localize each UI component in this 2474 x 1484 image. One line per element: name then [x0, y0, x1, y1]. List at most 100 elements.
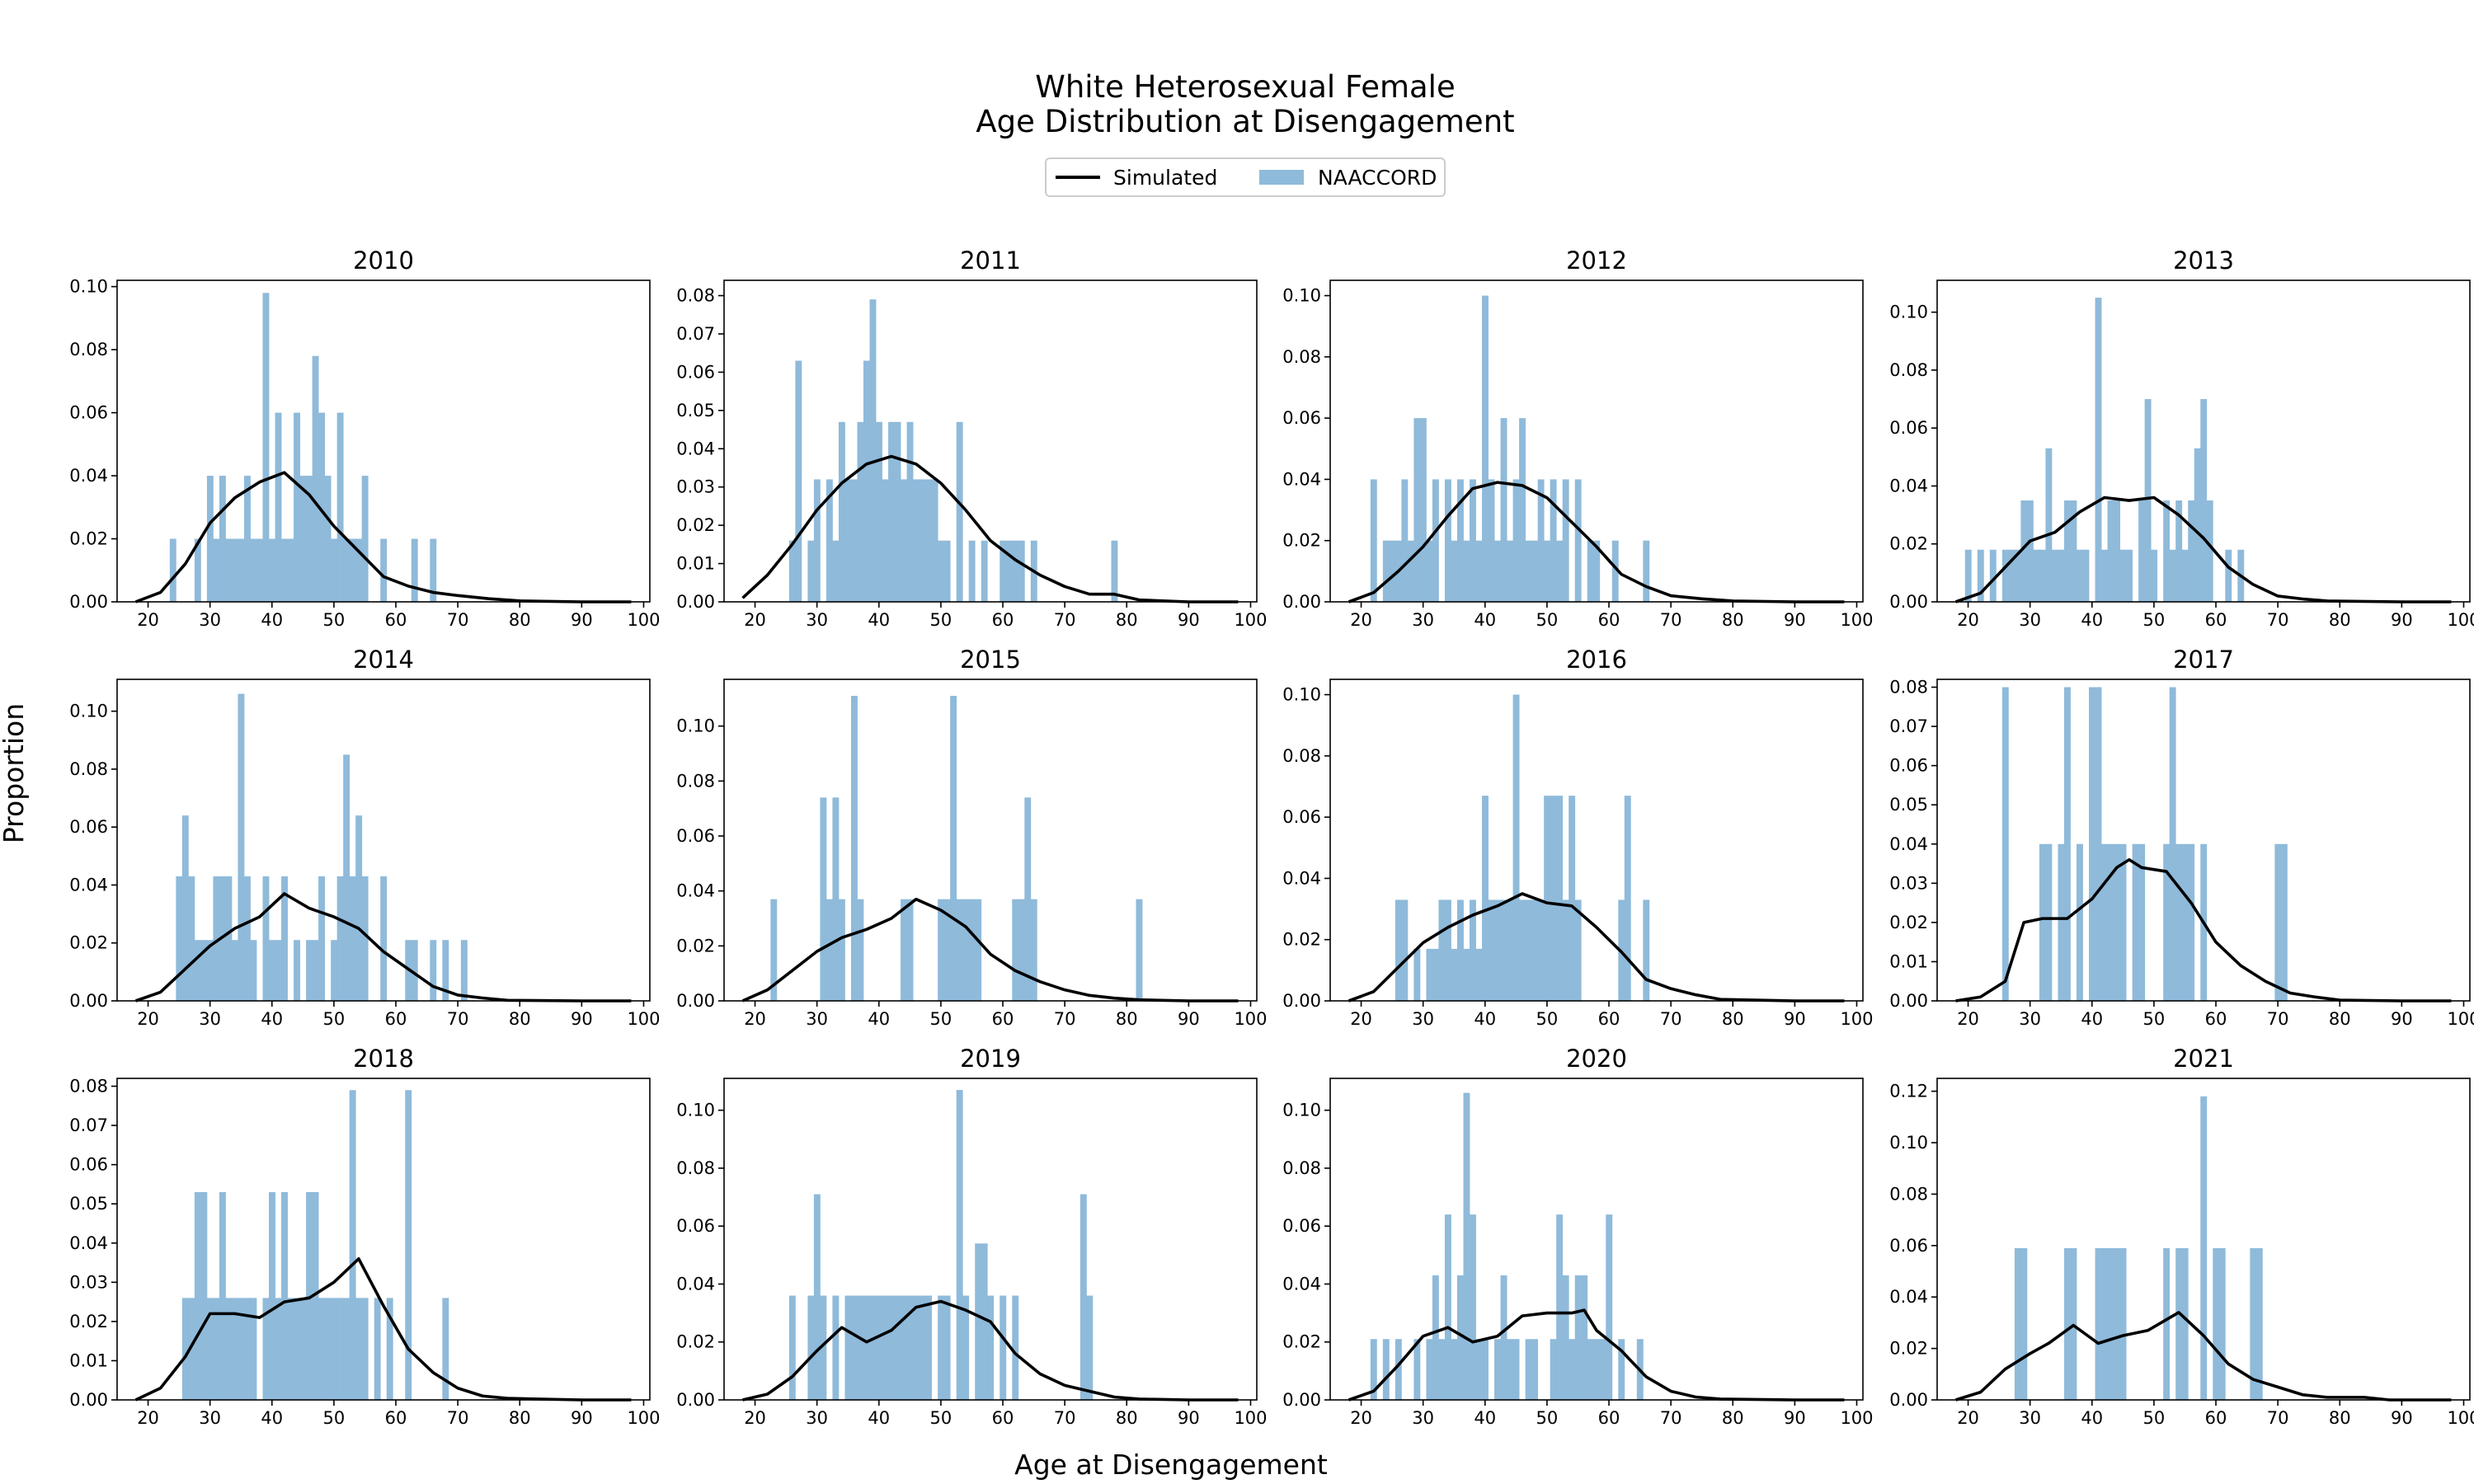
- naaccord-bar: [956, 899, 963, 1001]
- naaccord-bar: [2014, 1247, 2021, 1400]
- x-tick-label: 80: [1116, 1009, 1138, 1029]
- naaccord-bar: [901, 1295, 907, 1400]
- naaccord-bar: [1370, 479, 1377, 602]
- y-tick-label: 0.04: [676, 1274, 715, 1294]
- y-tick-label: 0.08: [676, 286, 715, 306]
- naaccord-bar: [2020, 1247, 2028, 1400]
- y-tick-label: 0.10: [1889, 1133, 1928, 1153]
- naaccord-bar: [2163, 1247, 2171, 1400]
- y-tick-label: 0.10: [69, 702, 108, 721]
- naaccord-bar: [850, 479, 858, 602]
- x-tick-label: 30: [2019, 610, 2041, 630]
- legend-naaccord-label: NAACCORD: [1318, 166, 1437, 190]
- axes-frame: [116, 279, 651, 603]
- naaccord-bar: [343, 1298, 350, 1400]
- naaccord-bar: [1456, 1275, 1464, 1400]
- naaccord-bar: [1512, 694, 1520, 1001]
- naaccord-bar: [2163, 843, 2171, 1001]
- naaccord-bar: [2188, 500, 2195, 602]
- naaccord-bar: [906, 421, 914, 602]
- x-tick-label: 50: [323, 1408, 346, 1428]
- naaccord-bar: [2126, 549, 2133, 602]
- naaccord-bar: [219, 1191, 226, 1400]
- naaccord-bar: [306, 1191, 313, 1400]
- subplot-2015: 2015 20 30 40 50 60 70 80 90 100 0.00 0.02 0.04 0.06 0…: [676, 646, 1267, 1029]
- y-tick-label: 0.07: [676, 324, 715, 344]
- x-tick-label: 70: [2267, 1009, 2289, 1029]
- x-tick-label: 100: [627, 1408, 660, 1428]
- naaccord-bar: [411, 538, 418, 602]
- naaccord-bar: [876, 421, 882, 602]
- naaccord-bar: [1470, 899, 1476, 1001]
- naaccord-bar: [2218, 1247, 2226, 1400]
- x-tick-label: 70: [1660, 1009, 1682, 1029]
- naaccord-bar: [1475, 948, 1483, 1001]
- naaccord-bar: [950, 696, 957, 1001]
- naaccord-bar: [2181, 843, 2189, 1001]
- naaccord-bar: [269, 940, 275, 1001]
- naaccord-bar: [869, 299, 877, 602]
- naaccord-bar: [1024, 797, 1032, 1001]
- naaccord-bar: [312, 355, 319, 602]
- y-tick-label: 0.00: [676, 1390, 715, 1410]
- naaccord-bar: [901, 899, 907, 1001]
- naaccord-bar: [2213, 1247, 2220, 1400]
- naaccord-bar: [250, 940, 257, 1001]
- naaccord-bar: [361, 1298, 369, 1400]
- naaccord-bar: [968, 540, 976, 602]
- naaccord-bar: [1012, 540, 1019, 602]
- naaccord-bar: [1587, 1339, 1594, 1400]
- y-axis-label: Proportion: [0, 703, 30, 843]
- x-tick-label: 100: [1840, 1009, 1873, 1029]
- x-tick-label: 40: [1474, 1408, 1496, 1428]
- naaccord-bar: [999, 1295, 1007, 1400]
- y-tick-label: 0.02: [69, 1312, 108, 1331]
- x-tick-label: 80: [1722, 610, 1744, 630]
- naaccord-bar: [2001, 549, 2009, 602]
- x-tick-label: 20: [1350, 1408, 1372, 1428]
- naaccord-bar: [2280, 843, 2288, 1001]
- naaccord-bar: [225, 538, 233, 602]
- y-tick-label: 0.04: [1889, 476, 1928, 495]
- naaccord-bar: [2077, 549, 2083, 602]
- naaccord-bar: [281, 538, 288, 602]
- axes-frame: [723, 279, 1258, 603]
- naaccord-bar: [206, 1298, 214, 1400]
- naaccord-bar: [1989, 549, 1997, 602]
- y-tick-label: 0.10: [1282, 286, 1321, 306]
- naaccord-bar: [1012, 899, 1019, 1001]
- naaccord-bar: [2169, 687, 2176, 1001]
- naaccord-bar: [176, 876, 183, 1001]
- naaccord-bar: [2132, 843, 2139, 1001]
- naaccord-bar: [2070, 500, 2077, 602]
- naaccord-bar: [1507, 1339, 1513, 1400]
- subplot-title: 2013: [2173, 247, 2234, 275]
- naaccord-bar: [2138, 843, 2146, 1001]
- naaccord-bar: [2200, 399, 2208, 602]
- naaccord-bar: [1463, 948, 1470, 1001]
- x-tick-label: 90: [1784, 1408, 1806, 1428]
- naaccord-bar: [2138, 500, 2146, 602]
- naaccord-bar: [956, 1090, 963, 1400]
- subplot-2021: 2021 20 30 40 50 60 70 80 90 100 0.00 0.02 0.04 0.06 0…: [1889, 1045, 2474, 1428]
- naaccord-bar: [1519, 418, 1526, 602]
- naaccord-bar: [1395, 1339, 1402, 1400]
- naaccord-bar: [324, 1298, 332, 1400]
- naaccord-bar: [1475, 1339, 1483, 1400]
- y-tick-label: 0.07: [1889, 716, 1928, 736]
- naaccord-bar: [1611, 540, 1619, 602]
- naaccord-bar: [1086, 1295, 1094, 1400]
- figure-title-line2: Age Distribution at Disengagement: [976, 104, 1514, 139]
- x-tick-label: 60: [2205, 1009, 2227, 1029]
- naaccord-bar: [1643, 540, 1650, 602]
- naaccord-bar: [2039, 843, 2046, 1001]
- naaccord-bar: [1519, 899, 1526, 1001]
- x-tick-label: 80: [2329, 1009, 2351, 1029]
- x-tick-label: 50: [1536, 610, 1559, 630]
- naaccord-bar: [2020, 500, 2028, 602]
- naaccord-bar: [838, 421, 845, 602]
- y-tick-label: 0.00: [676, 991, 715, 1011]
- naaccord-bar: [807, 1295, 815, 1400]
- naaccord-bar: [250, 538, 257, 602]
